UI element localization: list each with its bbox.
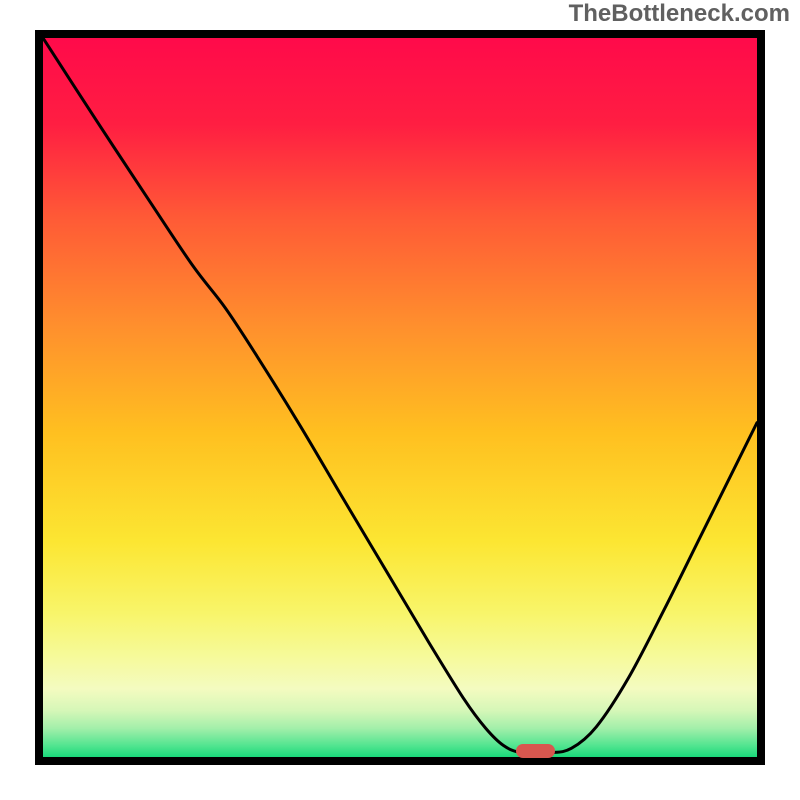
plot-frame: [35, 30, 765, 765]
chart-container: TheBottleneck.com: [0, 0, 800, 800]
bottleneck-curve: [43, 38, 757, 753]
curve-layer: [43, 38, 757, 757]
watermark-text: TheBottleneck.com: [569, 0, 790, 28]
optimal-marker: [516, 744, 555, 758]
